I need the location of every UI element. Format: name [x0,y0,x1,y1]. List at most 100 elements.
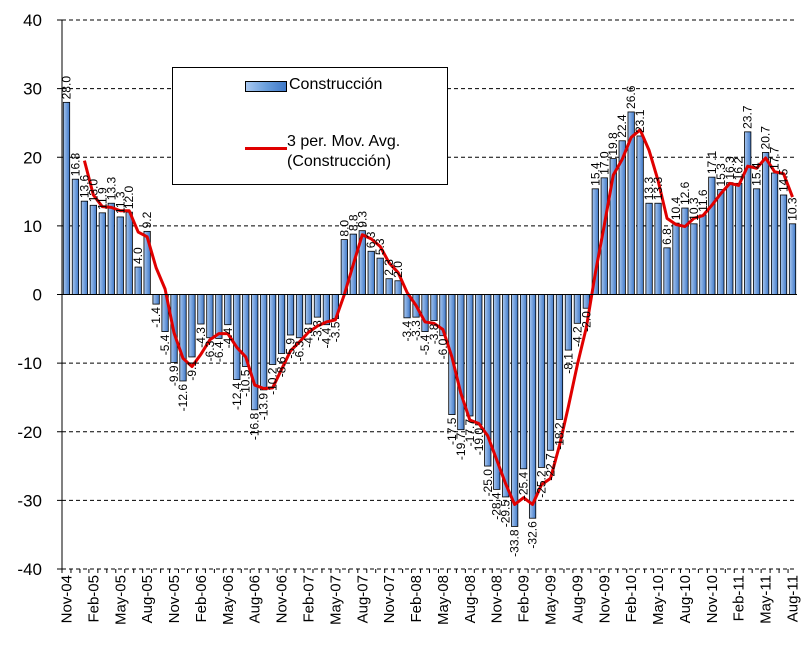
x-tick-label: Aug-05 [139,575,156,623]
bar [744,131,752,295]
x-tick-label: Nov-10 [704,575,721,623]
data-label: -19.7 [454,432,468,460]
data-label: -22.7 [544,453,558,481]
y-tick-label: -20 [17,423,42,442]
bar [699,214,707,295]
data-label: -29.5 [499,500,513,528]
x-tick-label: Feb-11 [731,575,748,621]
data-label: -5.4 [418,334,432,355]
bar [466,294,474,417]
bar [663,247,671,295]
data-label: 28.0 [59,76,73,100]
data-label: -25.0 [481,469,495,497]
data-label: -9.1 [185,360,199,381]
bar [197,294,205,325]
x-tick-label: Aug-07 [354,575,371,623]
data-label: -5.4 [158,334,172,355]
legend-label: Construcción [289,76,383,93]
data-label: -6.3 [203,340,217,361]
data-label: -4.2 [570,326,584,347]
data-label: -13.9 [257,393,271,421]
bar [224,294,232,326]
data-label: 4.0 [131,247,145,264]
x-tick-label: May-07 [327,575,344,625]
x-tick-label: May-06 [220,575,237,625]
data-label: -16.8 [248,412,262,440]
bar [62,101,71,295]
data-label: -18.2 [552,422,566,450]
y-tick-label: -30 [17,491,42,510]
data-label: -1.4 [149,307,163,328]
data-label: 23.7 [741,105,755,129]
legend-swatch [245,147,287,150]
x-tick-label: Feb-05 [85,575,102,623]
data-label: 5.3 [373,238,387,255]
bar [717,189,725,295]
data-label: -12.6 [176,384,190,412]
y-tick-label: 0 [33,286,42,305]
data-label: 11.9 [95,187,109,210]
data-label: -3.4 [400,321,414,342]
data-label: -8.6 [275,356,289,377]
data-label: 11.6 [696,189,710,212]
x-tick-label: Aug-10 [677,575,694,623]
data-label: -3.8 [427,323,441,344]
data-label: 8.0 [337,220,351,237]
x-tick-label: Nov-07 [381,575,398,623]
data-label: 6.8 [660,228,674,245]
data-label: -17.5 [445,417,459,445]
data-label: -25.4 [517,471,531,499]
data-label: 17.0 [597,151,611,175]
x-tick-label: May-05 [112,575,129,625]
bar [645,202,653,295]
data-label: 13.6 [77,174,91,198]
data-label: -4.4 [221,327,235,348]
bar [457,294,465,431]
bar [286,294,295,336]
data-label: -25.2 [535,470,549,498]
y-tick-label: 10 [23,217,42,236]
data-label: 13.3 [642,177,656,201]
legend: Construcción 3 per. Mov. Avg. (Construcc… [172,67,448,185]
data-label: 15.4 [750,162,764,186]
y-tick-label: -10 [17,354,42,373]
data-label: 17.7 [768,146,782,170]
x-tick-label: Nov-06 [274,575,291,623]
x-tick-label: Nov-05 [166,575,183,623]
line [82,128,794,506]
y-tick-label: 20 [23,148,42,167]
bar [654,202,662,295]
data-label: 13.0 [86,179,100,203]
data-label: 16.3 [723,156,737,180]
data-label: 8.8 [346,214,360,231]
data-label: 20.7 [759,126,773,150]
bar [753,188,761,295]
bar [735,182,743,295]
data-label: 2.0 [391,261,405,278]
data-label: -12.4 [230,382,244,410]
x-tick-label: Nov-08 [489,575,506,623]
x-tick-label: Aug-09 [569,575,586,623]
bar [726,182,734,295]
x-tick-label: Feb-08 [408,575,425,623]
data-label: 16.8 [68,153,82,177]
data-label: 10.3 [687,197,701,221]
x-tick-label: Aug-08 [462,575,479,623]
data-label: 22.4 [615,114,629,138]
data-label: -3.5 [328,321,342,342]
legend-swatch [245,81,287,92]
x-tick-label: Nov-09 [596,575,613,623]
x-tick-label: May-09 [543,575,560,625]
bar [152,294,160,305]
data-label: -6.0 [436,338,450,359]
data-label: -28.4 [490,492,504,520]
data-label: -9.9 [167,365,181,386]
data-label: 2.3 [382,259,396,276]
bar [269,294,277,365]
data-label: -32.6 [526,521,540,549]
x-tick-label: Feb-06 [193,575,210,623]
bar [475,294,483,426]
data-label: -4.3 [301,327,315,348]
data-label: 17.1 [705,150,719,174]
